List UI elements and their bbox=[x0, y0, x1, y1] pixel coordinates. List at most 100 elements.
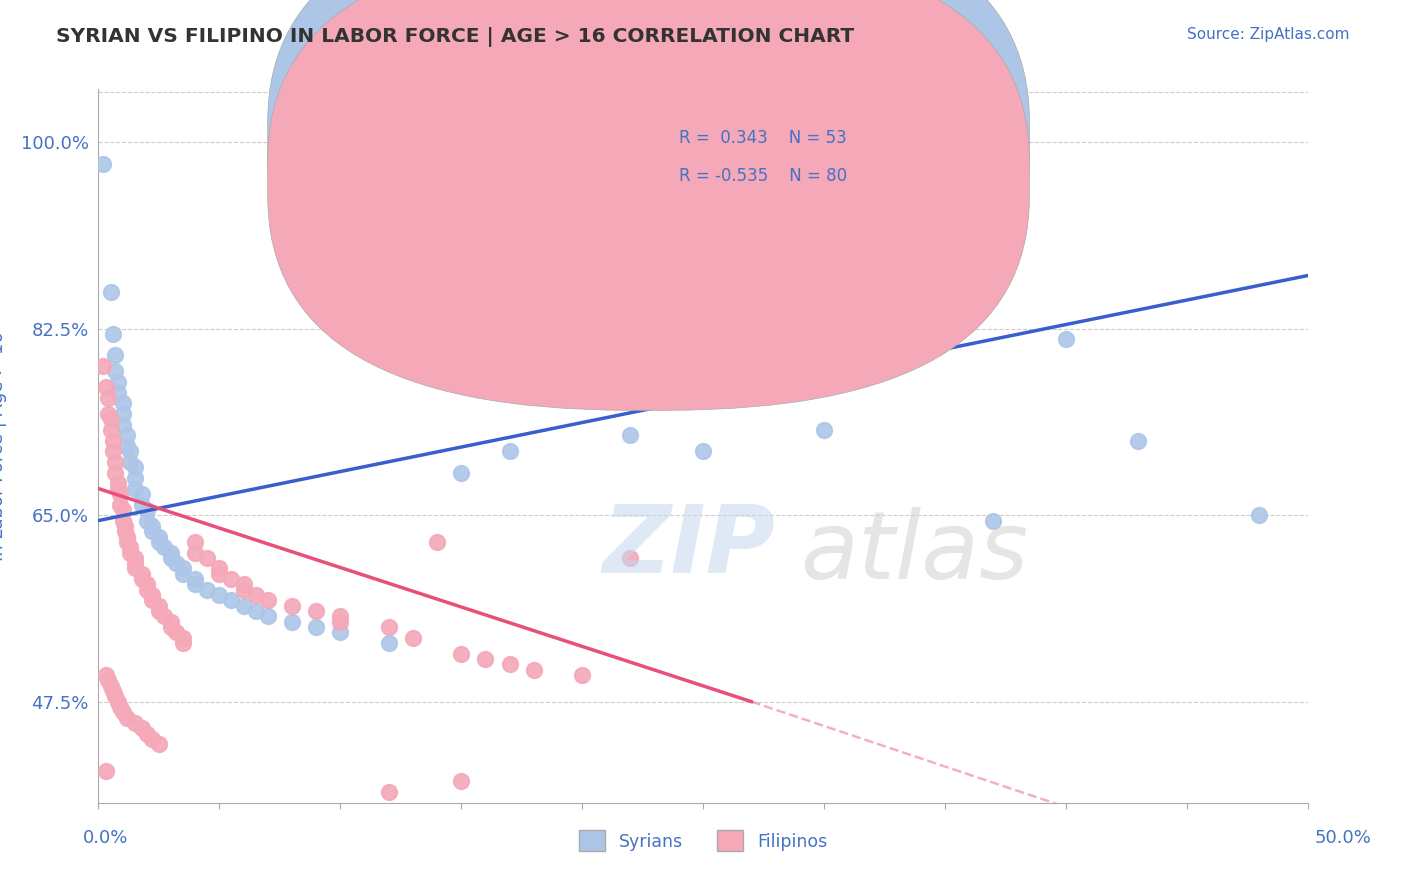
Point bbox=[111, 407, 134, 421]
Y-axis label: In Labor Force | Age > 16: In Labor Force | Age > 16 bbox=[0, 331, 7, 561]
Point bbox=[141, 519, 163, 533]
Point bbox=[104, 690, 127, 704]
Text: Source: ZipAtlas.com: Source: ZipAtlas.com bbox=[1187, 27, 1350, 42]
Point bbox=[131, 566, 153, 581]
Point bbox=[104, 349, 127, 363]
Point bbox=[124, 715, 146, 730]
Point bbox=[117, 534, 139, 549]
Point bbox=[474, 652, 496, 666]
Point bbox=[245, 588, 267, 602]
Point bbox=[305, 620, 328, 634]
Point bbox=[571, 668, 593, 682]
Point bbox=[160, 615, 183, 629]
Point bbox=[1054, 333, 1077, 347]
Point bbox=[117, 710, 139, 724]
Point bbox=[208, 566, 231, 581]
Legend: Syrians, Filipinos: Syrians, Filipinos bbox=[572, 823, 834, 858]
Point bbox=[107, 375, 129, 389]
Point bbox=[172, 631, 194, 645]
Point bbox=[111, 396, 134, 410]
Point bbox=[184, 577, 207, 591]
Point bbox=[107, 476, 129, 491]
Point bbox=[131, 721, 153, 735]
Point bbox=[100, 412, 122, 426]
Point bbox=[108, 498, 131, 512]
Point bbox=[329, 625, 352, 640]
Point bbox=[208, 588, 231, 602]
Point bbox=[619, 550, 641, 565]
Point bbox=[124, 471, 146, 485]
Point bbox=[118, 545, 141, 559]
Point bbox=[232, 582, 254, 597]
Point bbox=[165, 556, 187, 570]
Point bbox=[426, 534, 449, 549]
Point bbox=[813, 423, 835, 437]
FancyBboxPatch shape bbox=[267, 0, 1029, 410]
Point bbox=[101, 434, 124, 448]
Point bbox=[111, 417, 134, 432]
Point bbox=[104, 364, 127, 378]
Point bbox=[1128, 434, 1150, 448]
Point bbox=[172, 566, 194, 581]
Point bbox=[91, 359, 114, 373]
Point bbox=[124, 561, 146, 575]
Point bbox=[981, 514, 1004, 528]
Point bbox=[117, 428, 139, 442]
Point bbox=[184, 572, 207, 586]
Point bbox=[101, 684, 124, 698]
Point bbox=[172, 636, 194, 650]
Point bbox=[97, 391, 120, 405]
Point bbox=[94, 764, 117, 778]
Point bbox=[104, 466, 127, 480]
Point bbox=[450, 647, 472, 661]
Point bbox=[281, 599, 304, 613]
Point bbox=[619, 428, 641, 442]
Point bbox=[135, 726, 157, 740]
Point bbox=[108, 487, 131, 501]
Point bbox=[114, 524, 136, 539]
Point bbox=[450, 774, 472, 789]
Point bbox=[692, 444, 714, 458]
Point bbox=[195, 582, 218, 597]
Point bbox=[107, 385, 129, 400]
Point bbox=[232, 599, 254, 613]
Point bbox=[256, 593, 278, 607]
Point bbox=[377, 636, 399, 650]
Point bbox=[107, 482, 129, 496]
Point bbox=[118, 444, 141, 458]
Point bbox=[117, 529, 139, 543]
Point bbox=[94, 668, 117, 682]
Point bbox=[148, 529, 170, 543]
Point bbox=[221, 593, 243, 607]
Point bbox=[124, 550, 146, 565]
Point bbox=[195, 550, 218, 565]
Point bbox=[498, 444, 520, 458]
Point bbox=[141, 731, 163, 746]
Point bbox=[100, 423, 122, 437]
Point bbox=[305, 604, 328, 618]
Point bbox=[886, 263, 908, 277]
Text: 0.0%: 0.0% bbox=[83, 829, 128, 847]
Point bbox=[148, 604, 170, 618]
FancyBboxPatch shape bbox=[267, 0, 1029, 371]
Point bbox=[377, 620, 399, 634]
Point bbox=[97, 673, 120, 688]
Point bbox=[172, 561, 194, 575]
Point bbox=[131, 498, 153, 512]
Point bbox=[148, 599, 170, 613]
Point bbox=[111, 514, 134, 528]
Point bbox=[152, 609, 174, 624]
Point bbox=[114, 519, 136, 533]
Point bbox=[160, 550, 183, 565]
Point bbox=[100, 679, 122, 693]
Point bbox=[94, 380, 117, 394]
Point bbox=[184, 545, 207, 559]
Point bbox=[498, 657, 520, 672]
Point bbox=[208, 561, 231, 575]
Point bbox=[148, 737, 170, 751]
Point bbox=[160, 620, 183, 634]
Point bbox=[141, 588, 163, 602]
Point bbox=[97, 407, 120, 421]
Point bbox=[91, 157, 114, 171]
Point bbox=[377, 785, 399, 799]
